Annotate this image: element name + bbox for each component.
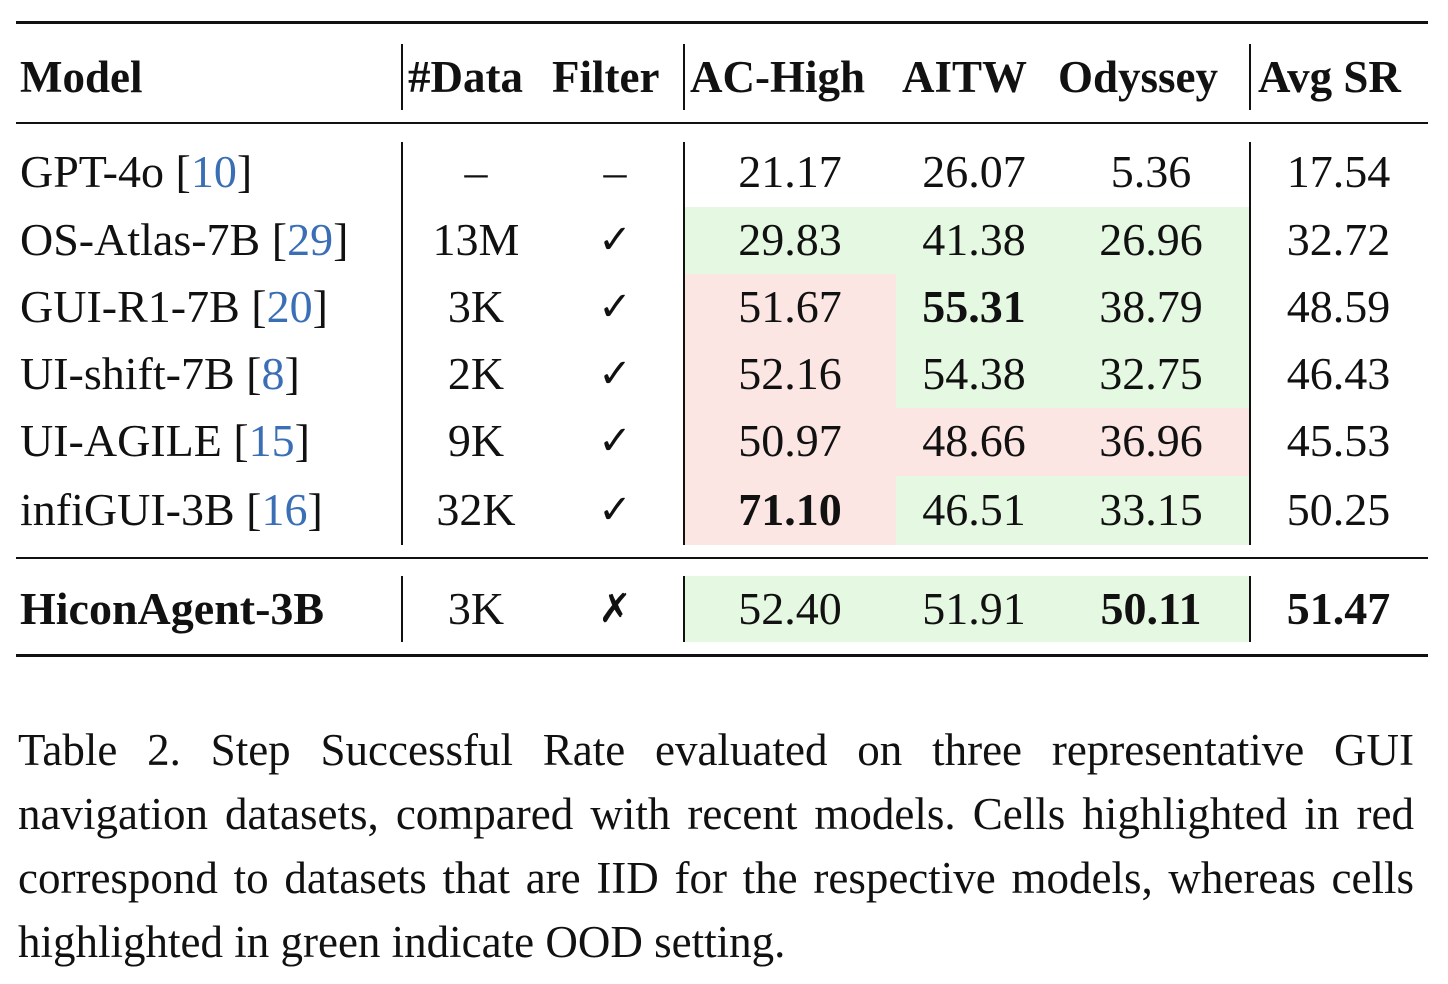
table-row-1-odyssey: 26.96 [1099,214,1203,265]
body-separator-3 [1249,142,1251,545]
citation-link[interactable]: 20 [266,281,313,332]
table-row-2-filter: ✓ [598,284,632,330]
table-row-2-aitw: 55.31 [922,281,1026,332]
table-row-1-model: OS-Atlas-7B [29] [20,214,349,265]
ours-separator-3 [1249,576,1251,642]
table-row-3-ac-high: 52.16 [738,348,842,399]
table-row-2-avg: 48.59 [1286,281,1391,332]
table-row-5-model: infiGUI-3B [16] [20,484,323,535]
table-bottom-rule [16,654,1428,657]
table-row-4-aitw: 48.66 [922,415,1026,466]
table-row-ours-odyssey: 50.11 [1100,583,1202,634]
table-row-ours-data: 3K [447,583,505,634]
citation-link[interactable]: 8 [261,348,285,399]
table-row-1-aitw: 41.38 [922,214,1026,265]
header-data: #Data [408,52,523,102]
highlight-uishift-red [684,341,896,408]
header-filter: Filter [552,52,660,102]
table-row-1-ac-high: 29.83 [738,214,842,265]
table-row-3-odyssey: 32.75 [1099,348,1203,399]
body-separator-1 [401,142,403,545]
table-row-4-model: UI-AGILE [15] [20,415,310,466]
table-row-0-odyssey: 5.36 [1110,146,1192,197]
table-row-5-avg: 50.25 [1286,484,1391,535]
highlight-osatlas-green [684,207,1250,274]
table-row-3-filter: ✓ [598,351,632,397]
table-header-rule [16,122,1428,124]
header-odyssey: Odyssey [1058,52,1219,102]
table-mid-rule [16,557,1428,559]
table-top-rule [16,21,1428,24]
header-separator-3 [1249,44,1251,110]
table-row-2-ac-high: 51.67 [738,281,842,332]
citation-link[interactable]: 29 [287,214,334,265]
table-row-3-avg: 46.43 [1286,348,1391,399]
header-model: Model [20,52,143,102]
table-row-0-filter: – [603,146,627,197]
table-row-1-data: 13M [432,214,520,265]
table-row-5-aitw: 46.51 [922,484,1026,535]
table-row-3-model: UI-shift-7B [8] [20,348,300,399]
header-ac-high: AC-High [690,52,866,102]
table-row-2-odyssey: 38.79 [1099,281,1203,332]
table-caption: Table 2. Step Successful Rate evaluated … [18,725,1414,967]
table-row-4-odyssey: 36.96 [1099,415,1203,466]
table-row-0-avg: 17.54 [1286,146,1391,197]
highlight-ours-green [684,576,1250,642]
header-avg-sr: Avg SR [1258,52,1401,102]
citation-link[interactable]: 16 [261,484,308,535]
model-name: GPT-4o [20,146,176,197]
model-name: GUI-R1-7B [20,281,252,332]
table-row-ours-avg: 51.47 [1286,583,1391,634]
table-row-4-avg: 45.53 [1286,415,1391,466]
table-row-0-aitw: 26.07 [922,146,1026,197]
table-row-4-ac-high: 50.97 [738,415,842,466]
table-row-2-data: 3K [447,281,505,332]
table-row-0-data: – [464,146,488,197]
table-row-ours-aitw: 51.91 [922,583,1026,634]
table-row-4-data: 9K [447,415,505,466]
table-row-ours-ac-high: 52.40 [738,583,842,634]
model-name: UI-shift-7B [20,348,247,399]
highlight-infigui-red [684,476,896,545]
citation-link[interactable]: 15 [248,415,295,466]
table-row-2-model: GUI-R1-7B [20] [20,281,328,332]
table-row-0-ac-high: 21.17 [738,146,842,197]
highlight-guir1-green [896,274,1250,341]
header-aitw: AITW [902,52,1028,102]
model-name: infiGUI-3B [20,484,247,535]
table-row-5-filter: ✓ [598,487,632,533]
table-row-0-model: GPT-4o [10] [20,146,253,197]
table-row-5-data: 32K [436,484,516,535]
model-name: OS-Atlas-7B [20,214,272,265]
ours-separator-1 [401,576,403,642]
highlight-uishift-green [896,341,1250,408]
table-row-ours-filter: ✗ [598,586,632,632]
table-row-5-ac-high: 71.10 [738,484,842,535]
ours-separator-2 [683,576,685,642]
header-separator-1 [401,44,403,110]
table-row-ours-model: HiconAgent-3B [20,583,325,634]
highlight-uiagile-red [684,408,1250,476]
highlight-infigui-green [896,476,1250,545]
table-row-1-avg: 32.72 [1286,214,1391,265]
body-separator-2 [683,142,685,545]
model-name: UI-AGILE [20,415,234,466]
header-separator-2 [683,44,685,110]
table-row-3-data: 2K [447,348,505,399]
table-row-3-aitw: 54.38 [922,348,1026,399]
highlight-guir1-red [684,274,896,341]
table-row-5-odyssey: 33.15 [1099,484,1203,535]
table-row-1-filter: ✓ [598,217,632,263]
citation-link[interactable]: 10 [190,146,237,197]
table-row-4-filter: ✓ [598,418,632,464]
